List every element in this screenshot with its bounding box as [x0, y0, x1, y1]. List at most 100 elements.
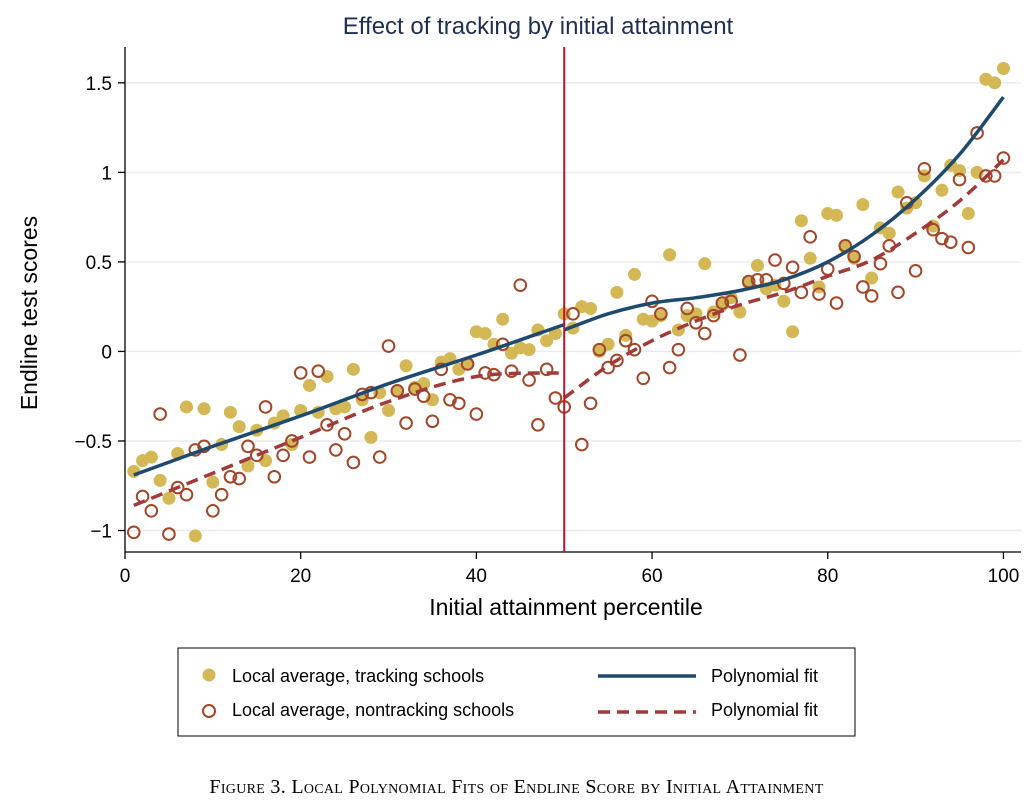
- tracking-point: [206, 475, 220, 489]
- nontracking-point: [873, 256, 888, 271]
- tracking-point: [733, 305, 747, 319]
- legend-label-nontracking-fit: Polynomial fit: [711, 700, 818, 720]
- nontracking-point: [241, 439, 255, 454]
- nontracking-point: [285, 434, 299, 448]
- legend-box: [177, 647, 856, 737]
- tracking-point: [663, 248, 677, 262]
- plot-area: [126, 47, 1011, 552]
- tracking-point: [496, 312, 510, 326]
- nontracking-point: [803, 230, 817, 244]
- nontracking-point: [539, 362, 554, 377]
- tracking-point: [627, 267, 641, 281]
- nontracking-point: [680, 301, 694, 316]
- nontracking-point: [249, 448, 264, 463]
- tracking-point: [522, 343, 536, 357]
- nontracking-point: [891, 285, 905, 300]
- nontracking-point: [785, 260, 800, 275]
- tracking-point: [320, 370, 334, 384]
- nontracking-point: [258, 400, 273, 414]
- nontracking-point: [592, 342, 607, 357]
- tracking-point: [162, 491, 176, 505]
- nontracking-point: [425, 414, 440, 429]
- nontracking-point: [943, 235, 958, 249]
- nontracking-point: [733, 348, 747, 362]
- nontracking-point: [390, 384, 405, 398]
- legend: Local average, tracking schools Local av…: [177, 647, 856, 737]
- tracking-point: [188, 529, 202, 543]
- y-tick-label: 0: [101, 342, 112, 363]
- nontracking-point: [864, 289, 879, 303]
- x-axis-label: Initial attainment percentile: [429, 594, 703, 620]
- nontracking-point: [935, 231, 949, 246]
- nontracking-point: [170, 480, 185, 495]
- nontracking-point: [917, 161, 932, 176]
- tracking-point: [223, 405, 237, 419]
- nontracking-point: [513, 278, 528, 292]
- y-tick-label: −1: [90, 522, 112, 543]
- tracking-point: [830, 208, 844, 222]
- nontracking-point: [469, 407, 484, 421]
- tracking-point: [302, 378, 316, 392]
- tracking-point: [707, 305, 721, 319]
- nontracking-point: [706, 308, 721, 323]
- tracking-fit-line: [563, 96, 1005, 332]
- nontracking-point: [715, 296, 730, 310]
- tracking-point: [241, 459, 255, 473]
- nontracking-point: [504, 364, 519, 378]
- nontracking-point: [346, 455, 361, 470]
- legend-label-tracking: Local average, tracking schools: [232, 666, 484, 686]
- nontracking-point: [329, 443, 343, 457]
- nontracking-point: [627, 342, 642, 357]
- nontracking-point: [337, 427, 352, 441]
- nontracking-point: [381, 339, 396, 353]
- x-tick-label: 100: [988, 566, 1020, 587]
- tracking-point: [891, 185, 905, 199]
- tracking-point: [259, 454, 273, 468]
- tracking-point: [988, 76, 1002, 90]
- nontracking-point: [996, 151, 1011, 165]
- nontracking-point: [443, 392, 457, 407]
- tracking-fit-line: [133, 322, 565, 477]
- nontracking-point: [829, 296, 844, 310]
- x-tick-label: 40: [466, 566, 487, 587]
- y-tick-label: −0.5: [74, 432, 112, 453]
- nontracking-point: [267, 469, 282, 484]
- nontracking-point: [768, 253, 782, 267]
- nontracking-point: [311, 364, 326, 378]
- tracking-point: [935, 183, 949, 197]
- chart-title: Effect of tracking by initial attainment: [343, 13, 734, 40]
- tracking-point: [996, 61, 1010, 75]
- nontracking-point: [618, 333, 633, 348]
- nontracking-point: [452, 396, 466, 411]
- nontracking-point: [522, 373, 536, 387]
- tracking-point: [856, 198, 870, 212]
- nontracking-point: [566, 307, 580, 321]
- nontracking-point: [847, 249, 861, 264]
- tracking-point: [698, 257, 712, 271]
- nontracking-fit-line: [563, 158, 1005, 400]
- x-tick-label: 0: [120, 566, 131, 587]
- nontracking-point: [812, 287, 826, 301]
- nontracking-point: [697, 326, 712, 341]
- tracking-point: [601, 337, 615, 351]
- grid: [125, 82, 1021, 532]
- tracking-point: [153, 473, 167, 487]
- nontracking-point: [952, 172, 967, 187]
- nontracking-point: [574, 437, 589, 452]
- tracking-point: [750, 258, 764, 272]
- y-tick-label: 1: [101, 163, 112, 184]
- nontracking-point: [478, 366, 492, 380]
- tracking-point: [786, 325, 800, 339]
- tracking-point: [865, 271, 879, 285]
- y-tick-label: 1.5: [86, 74, 112, 95]
- y-tick-label: 0.5: [86, 253, 112, 274]
- nontracking-point: [232, 471, 246, 486]
- x-tick-label: 20: [290, 566, 311, 587]
- tracking-point: [127, 464, 141, 478]
- nontracking-point: [662, 360, 677, 375]
- chart: Effect of tracking by initial attainment…: [16, 13, 1021, 737]
- tracking-point: [803, 251, 817, 265]
- nontracking-fit-line: [133, 371, 565, 508]
- nontracking-point: [671, 342, 686, 357]
- nontracking-point: [126, 525, 141, 540]
